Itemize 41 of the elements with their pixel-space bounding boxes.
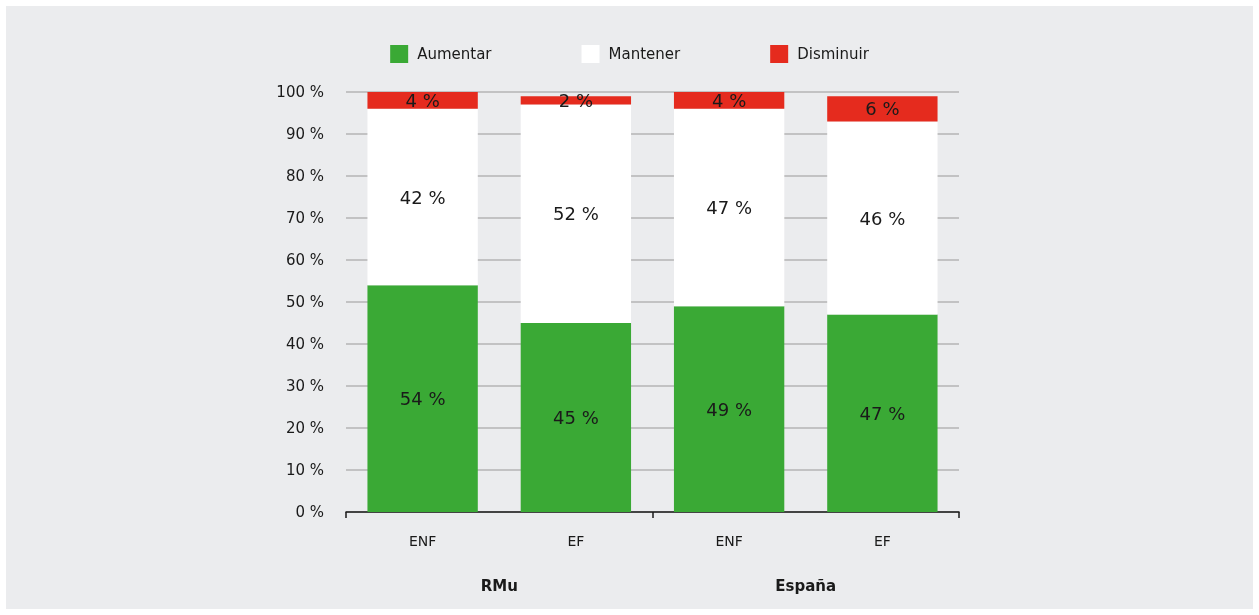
y-tick-label: 40 % — [285, 335, 324, 353]
data-label: 49 % — [706, 398, 752, 420]
bar — [673, 306, 785, 512]
bar — [520, 323, 632, 512]
y-tick-label: 70 % — [285, 209, 324, 227]
legend-label: Aumentar — [417, 45, 493, 63]
data-label: 4 % — [405, 89, 440, 111]
bar — [827, 314, 938, 512]
y-tick-label: 100 % — [276, 83, 324, 101]
text: RMu — [480, 576, 518, 595]
data-label: 54 % — [399, 388, 446, 410]
bar — [827, 121, 938, 315]
bar — [673, 92, 785, 109]
data-label: 47 % — [706, 197, 752, 218]
x-tick-label: ENF — [715, 533, 743, 549]
bar — [673, 108, 785, 307]
data-label: 6 % — [865, 98, 900, 120]
y-tick-label: 80 % — [285, 167, 324, 185]
data-label: 42 % — [399, 186, 446, 208]
data-label: 46 % — [859, 207, 906, 229]
y-tick-label: 90 % — [285, 125, 324, 143]
data-label: 47 % — [859, 402, 906, 424]
x-tick-label: EF — [567, 533, 585, 549]
y-tick-label: 10 % — [285, 461, 324, 479]
data-label: 52 % — [553, 203, 599, 225]
y-tick-label: 20 % — [285, 419, 324, 437]
bar — [827, 96, 938, 122]
y-tick-label: 50 % — [285, 293, 324, 311]
y-tick-label: 60 % — [285, 251, 324, 269]
data-label: 4 % — [711, 89, 747, 111]
y-tick-label: 30 % — [285, 377, 324, 395]
x-tick-label: ENF — [408, 533, 437, 549]
data-label: 45 % — [553, 407, 599, 428]
bar — [367, 92, 478, 109]
legend-label: Mantener — [608, 45, 682, 63]
bar — [367, 108, 478, 286]
text: España — [775, 576, 837, 595]
bar — [367, 285, 478, 512]
y-tick-label: 0 % — [295, 503, 324, 521]
x-tick-label: EF — [873, 533, 891, 549]
legend-label: Disminuir — [797, 45, 870, 63]
